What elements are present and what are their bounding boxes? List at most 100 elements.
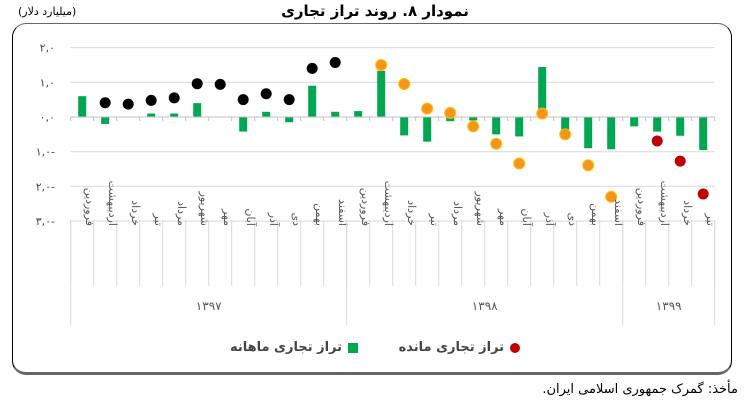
monthly-bar (561, 117, 570, 130)
monthly-bar (377, 70, 386, 117)
cumulative-dot (122, 98, 134, 110)
monthly-bar (653, 117, 662, 132)
cumulative-dot (191, 78, 203, 90)
month-label: بهمن (313, 203, 326, 226)
month-label: آبان (244, 208, 258, 226)
cumulative-dot (168, 92, 180, 104)
chart-frame (12, 23, 732, 375)
monthly-bar (538, 67, 547, 117)
legend-item-cumulative: تراز تجاری مانده (399, 340, 521, 355)
year-label: ۱۳۹۷ (196, 299, 222, 313)
month-label: مهر (497, 208, 510, 226)
red-dot-icon (510, 342, 521, 353)
month-label: دی (290, 212, 303, 226)
y-tick-label: ۰,۰ (40, 111, 55, 124)
month-label: خرداد (681, 200, 694, 226)
monthly-bar (515, 117, 524, 137)
month-label: خرداد (405, 200, 418, 226)
monthly-bar (354, 111, 363, 117)
cumulative-dot (674, 155, 686, 167)
cumulative-dot (283, 94, 295, 106)
monthly-bar (193, 103, 202, 117)
monthly-bar (285, 117, 294, 123)
monthly-bar (630, 117, 639, 127)
monthly-bar (446, 117, 455, 122)
month-label: اسفند (336, 199, 349, 226)
cumulative-dot (444, 106, 457, 119)
month-label: اردیبهشت (658, 181, 671, 226)
month-label: فروردین (359, 188, 372, 226)
y-tick-label: ۱,۰- (36, 146, 55, 159)
monthly-bar (469, 117, 478, 121)
legend-label-monthly: تراز تجاری ماهانه (229, 340, 343, 355)
month-label: خرداد (129, 200, 142, 226)
cumulative-dot (697, 188, 709, 200)
month-label: آذر (543, 212, 557, 227)
month-label: تیر (152, 213, 165, 226)
unit-label: (میلیارد دلار) (18, 5, 77, 18)
monthly-bar (676, 117, 685, 136)
cumulative-dot (237, 94, 249, 106)
y-tick-label: ۲,۰ (40, 42, 55, 55)
cumulative-dot (375, 58, 388, 71)
monthly-bar (400, 117, 409, 136)
month-label: فروردین (83, 188, 96, 226)
month-label: بهمن (589, 203, 602, 226)
month-label: اسفند (612, 199, 625, 226)
month-label: مرداد (175, 201, 188, 226)
monthly-bar (239, 117, 248, 132)
cumulative-dot (145, 94, 157, 106)
cumulative-dot (559, 128, 572, 141)
cumulative-dot (260, 88, 272, 100)
month-label: تیر (704, 213, 717, 226)
monthly-bar (423, 117, 432, 142)
cumulative-dot (605, 190, 618, 203)
monthly-bar (331, 111, 340, 117)
green-square-icon (348, 342, 359, 353)
source-note: مأخذ: گمرک جمهوری اسلامی ایران. (542, 382, 738, 397)
cumulative-dot (214, 78, 226, 90)
monthly-bar (101, 117, 110, 124)
cumulative-dot (306, 62, 318, 74)
cumulative-dot (513, 157, 526, 170)
year-label: ۱۳۹۸ (472, 299, 498, 313)
month-label: تیر (428, 213, 441, 226)
month-label: آبان (520, 208, 534, 226)
year-label: ۱۳۹۹ (656, 299, 682, 313)
legend-item-monthly: تراز تجاری ماهانه (229, 340, 359, 355)
monthly-bar (170, 113, 179, 117)
month-label: مرداد (451, 201, 464, 226)
cumulative-dot (421, 102, 434, 115)
cumulative-dot (490, 137, 503, 150)
legend-label-cumulative: تراز تجاری مانده (398, 340, 505, 355)
month-label: شهریور (474, 191, 487, 226)
month-label: شهریور (198, 191, 211, 226)
cumulative-dot (99, 97, 111, 109)
monthly-bar (262, 111, 271, 117)
cumulative-dot (582, 159, 595, 172)
y-tick-label: ۲,۰- (36, 180, 55, 193)
month-label: فروردین (635, 188, 648, 226)
cumulative-dot (467, 120, 480, 133)
legend: تراز تجاری مانده تراز تجاری ماهانه (0, 340, 750, 357)
monthly-bar (147, 113, 156, 117)
month-label: دی (566, 212, 579, 226)
cumulative-dot (329, 57, 341, 69)
monthly-bar (607, 117, 616, 150)
monthly-bar (584, 117, 593, 149)
y-tick-label: ۳,۰- (36, 215, 55, 228)
monthly-bar (699, 117, 708, 150)
cumulative-dot (398, 78, 411, 91)
monthly-bar (78, 96, 87, 117)
y-tick-label: ۱,۰ (40, 76, 55, 89)
cumulative-dot (651, 135, 663, 147)
month-label: اردیبهشت (106, 181, 119, 226)
monthly-bar (308, 85, 317, 117)
cumulative-dot (536, 107, 549, 120)
month-label: مهر (221, 208, 234, 226)
monthly-bar (492, 117, 501, 135)
chart-title: نمودار ۸. روند تراز تجاری (281, 2, 469, 20)
month-label: اردیبهشت (382, 181, 395, 226)
month-label: آذر (267, 212, 281, 227)
